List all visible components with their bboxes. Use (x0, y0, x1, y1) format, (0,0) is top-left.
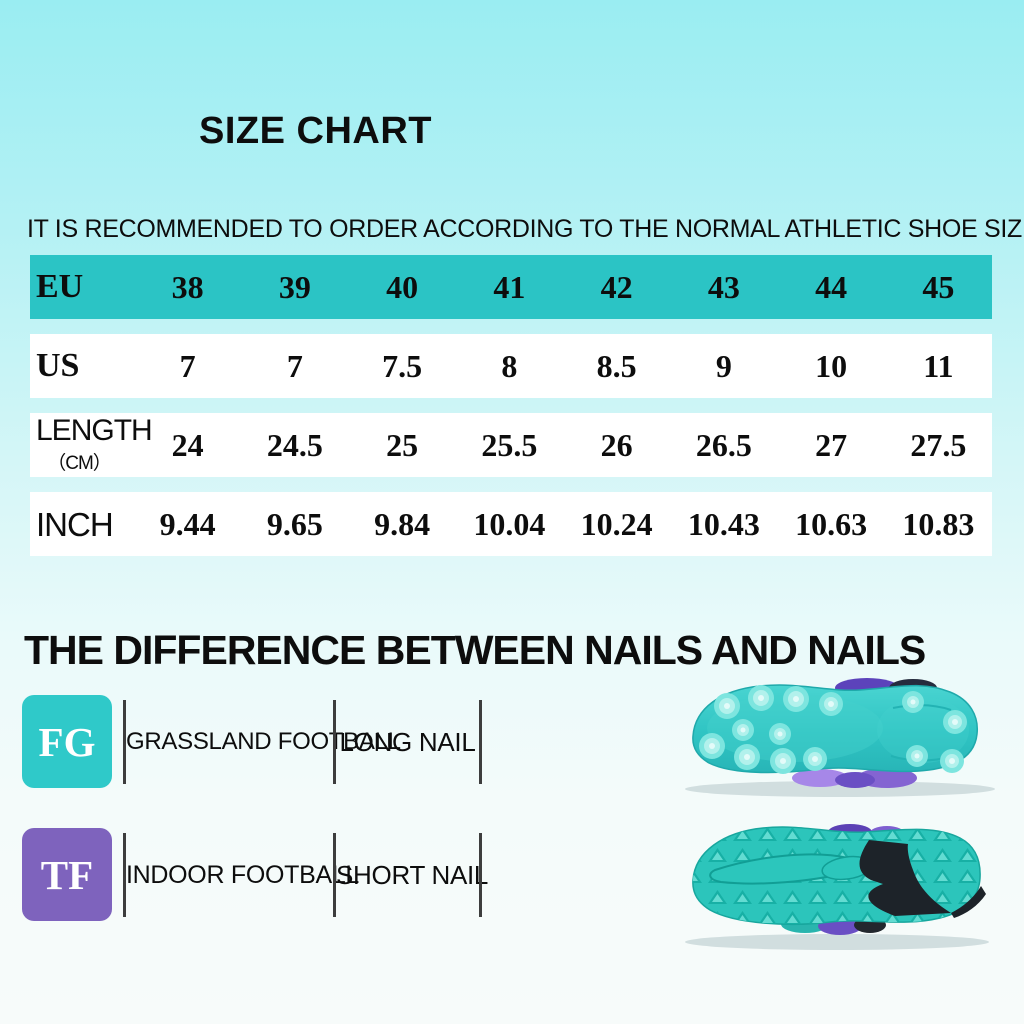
tf-badge: TF (22, 828, 112, 921)
size-cell: 10.43 (687, 505, 760, 542)
fg-badge: FG (22, 695, 112, 788)
size-cell: 24 (171, 426, 204, 463)
divider (479, 833, 482, 917)
page-title: SIZE CHART (199, 110, 432, 152)
fg-nail-label: LONG NAIL (339, 727, 476, 757)
tf-badge-label: TF (40, 851, 94, 898)
row-label-eu: EU (36, 268, 84, 305)
size-row-eu: EU 38 39 40 41 42 43 44 45 (30, 255, 992, 319)
size-cell: 7 (179, 347, 196, 384)
size-cell: 10.04 (473, 505, 546, 542)
fg-shoe-sole-image (685, 678, 995, 797)
divider (333, 700, 336, 784)
size-cell: 44 (815, 268, 848, 305)
size-cell: 38 (171, 268, 204, 305)
size-cell: 9.44 (159, 505, 216, 542)
divider (123, 833, 126, 917)
size-row-us: US 7 7 7.5 8 8.5 9 10 11 (30, 334, 992, 398)
size-cell: 10.83 (902, 505, 975, 542)
size-cell: 40 (386, 268, 419, 305)
size-cell: 10.24 (580, 505, 653, 542)
size-cell: 39 (278, 268, 311, 305)
size-row-inch: INCH 9.44 9.65 9.84 10.04 10.24 10.43 10… (30, 492, 992, 556)
divider (333, 833, 336, 917)
fg-type-label: GRASSLAND FOOTBALL (126, 728, 401, 755)
size-cell: 27.5 (910, 426, 967, 463)
size-cell: 10.63 (795, 505, 868, 542)
fg-studs (699, 685, 967, 774)
size-cell: 8 (501, 347, 518, 384)
size-cell: 9.65 (266, 505, 323, 542)
tf-nail-label: SHORT NAIL (336, 860, 489, 890)
size-cell: 43 (707, 268, 740, 305)
size-cell: 26 (600, 426, 633, 463)
size-cell: 11 (923, 347, 954, 384)
row-label-us: US (36, 347, 80, 384)
divider (123, 700, 126, 784)
size-table: EU 38 39 40 41 42 43 44 45 US 7 7 7.5 8 … (30, 255, 992, 571)
size-cell: 42 (600, 268, 633, 305)
size-cell: 7 (286, 347, 303, 384)
size-cell: 45 (922, 268, 955, 305)
difference-heading: THE DIFFERENCE BETWEEN NAILS AND NAILS (24, 627, 926, 673)
tf-type-label: INDOOR FOOTBALL (126, 861, 360, 889)
size-cell: 8.5 (596, 347, 637, 384)
size-cell: 27 (815, 426, 848, 463)
size-cell: 26.5 (695, 426, 752, 463)
fg-badge-label: FG (38, 718, 96, 765)
size-cell: 41 (493, 268, 526, 305)
size-cell: 9 (715, 347, 732, 384)
size-cell: 25 (386, 426, 419, 463)
size-row-length: LENGTH （CM） 24 24.5 25 25.5 26 26.5 27 2… (30, 413, 992, 477)
size-cell: 9.84 (374, 505, 431, 542)
size-cell: 24.5 (266, 426, 323, 463)
size-cell: 10 (815, 347, 848, 384)
row-label-inch: INCH (36, 505, 114, 543)
row-label-length: LENGTH (36, 413, 153, 447)
row-label-length-unit: （CM） (47, 452, 112, 474)
size-cell: 25.5 (481, 426, 538, 463)
divider (479, 700, 482, 784)
size-cell: 7.5 (382, 347, 423, 384)
recommendation-note: IT IS RECOMMENDED TO ORDER ACCORDING TO … (27, 215, 1024, 243)
tf-shoe-sole-image (685, 824, 989, 950)
